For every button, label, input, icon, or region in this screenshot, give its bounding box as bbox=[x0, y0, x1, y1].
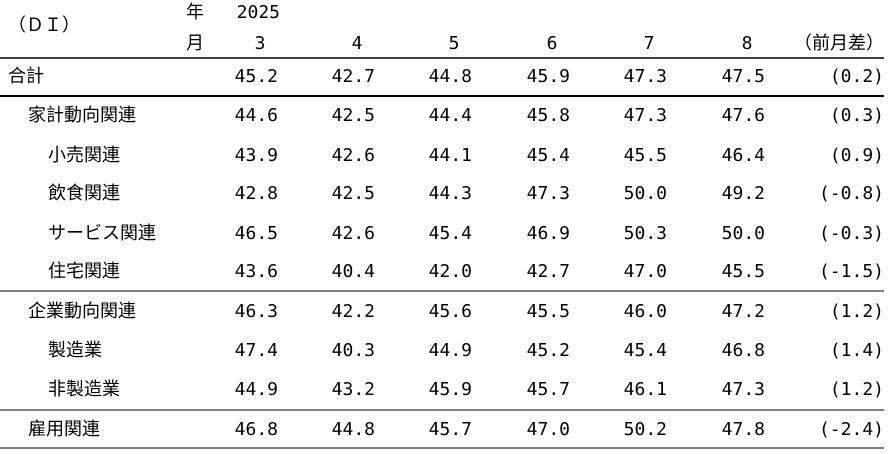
month: 4 bbox=[352, 33, 363, 54]
row-label: 合計 bbox=[8, 66, 44, 87]
row-label: 企業動向関連 bbox=[28, 301, 136, 322]
cell-value: 44.9 bbox=[429, 340, 472, 361]
diff-label: （前月差） bbox=[794, 33, 884, 54]
cell-value: 46.3 bbox=[235, 301, 278, 322]
cell-diff: (-1.5) bbox=[819, 261, 884, 282]
cell-value: 46.4 bbox=[722, 145, 765, 166]
cell-value: 45.9 bbox=[527, 66, 570, 87]
cell-diff: (0.3) bbox=[830, 105, 884, 126]
cell-value: 40.3 bbox=[332, 340, 375, 361]
month: 6 bbox=[547, 33, 558, 54]
row-label: 小売関連 bbox=[48, 145, 120, 166]
cell-value: 47.6 bbox=[722, 105, 765, 126]
cell-value: 40.4 bbox=[332, 261, 375, 282]
cell-value: 47.3 bbox=[722, 379, 765, 400]
cell-value: 44.6 bbox=[235, 105, 278, 126]
cell-diff: (1.2) bbox=[830, 301, 884, 322]
cell-value: 42.5 bbox=[332, 183, 375, 204]
cell-value: 45.2 bbox=[235, 66, 278, 87]
month-label: 月 bbox=[186, 33, 204, 54]
cell-value: 45.7 bbox=[429, 419, 472, 440]
cell-value: 49.2 bbox=[722, 183, 765, 204]
row-label: 非製造業 bbox=[48, 379, 120, 400]
cell-value: 45.5 bbox=[624, 145, 667, 166]
month: 5 bbox=[449, 33, 460, 54]
cell-value: 42.7 bbox=[332, 66, 375, 87]
cell-value: 50.2 bbox=[624, 419, 667, 440]
cell-value: 50.0 bbox=[722, 223, 765, 244]
cell-value: 45.5 bbox=[722, 261, 765, 282]
unit-label: （ＤＩ） bbox=[8, 15, 80, 36]
cell-diff: (-2.4) bbox=[819, 419, 884, 440]
cell-value: 46.5 bbox=[235, 223, 278, 244]
cell-diff: (0.2) bbox=[830, 66, 884, 87]
month: 3 bbox=[255, 33, 266, 54]
cell-value: 44.8 bbox=[332, 419, 375, 440]
cell-value: 44.1 bbox=[429, 145, 472, 166]
cell-diff: (0.9) bbox=[830, 145, 884, 166]
cell-value: 46.0 bbox=[624, 301, 667, 322]
row-label: 雇用関連 bbox=[28, 419, 100, 440]
month: 8 bbox=[742, 33, 753, 54]
cell-value: 46.8 bbox=[722, 340, 765, 361]
cell-value: 45.4 bbox=[527, 145, 570, 166]
cell-value: 50.0 bbox=[624, 183, 667, 204]
cell-value: 44.3 bbox=[429, 183, 472, 204]
cell-value: 45.5 bbox=[527, 301, 570, 322]
row-label: 家計動向関連 bbox=[28, 105, 136, 126]
cell-value: 47.2 bbox=[722, 301, 765, 322]
cell-value: 42.0 bbox=[429, 261, 472, 282]
cell-value: 43.6 bbox=[235, 261, 278, 282]
cell-value: 42.5 bbox=[332, 105, 375, 126]
cell-diff: (-0.8) bbox=[819, 183, 884, 204]
cell-value: 42.8 bbox=[235, 183, 278, 204]
cell-value: 47.3 bbox=[527, 183, 570, 204]
cell-value: 45.4 bbox=[624, 340, 667, 361]
cell-value: 47.5 bbox=[722, 66, 765, 87]
row-label: 住宅関連 bbox=[48, 261, 120, 282]
row-label: 製造業 bbox=[48, 340, 102, 361]
cell-value: 50.3 bbox=[624, 223, 667, 244]
cell-value: 42.6 bbox=[332, 145, 375, 166]
cell-value: 45.2 bbox=[527, 340, 570, 361]
cell-value: 47.0 bbox=[527, 419, 570, 440]
cell-value: 43.9 bbox=[235, 145, 278, 166]
cell-value: 44.4 bbox=[429, 105, 472, 126]
cell-value: 44.8 bbox=[429, 66, 472, 87]
cell-value: 45.4 bbox=[429, 223, 472, 244]
cell-value: 45.6 bbox=[429, 301, 472, 322]
cell-value: 42.2 bbox=[332, 301, 375, 322]
cell-value: 43.2 bbox=[332, 379, 375, 400]
cell-diff: (1.2) bbox=[830, 379, 884, 400]
cell-value: 47.4 bbox=[235, 340, 278, 361]
cell-value: 46.9 bbox=[527, 223, 570, 244]
year: 2025 bbox=[237, 2, 280, 23]
cell-value: 44.9 bbox=[235, 379, 278, 400]
cell-value: 46.1 bbox=[624, 379, 667, 400]
cell-value: 42.7 bbox=[527, 261, 570, 282]
cell-value: 47.0 bbox=[624, 261, 667, 282]
row-label: サービス関連 bbox=[48, 223, 156, 244]
cell-value: 46.8 bbox=[235, 419, 278, 440]
cell-value: 47.8 bbox=[722, 419, 765, 440]
cell-value: 45.8 bbox=[527, 105, 570, 126]
cell-diff: (-0.3) bbox=[819, 223, 884, 244]
cell-value: 45.9 bbox=[429, 379, 472, 400]
cell-diff: (1.4) bbox=[830, 340, 884, 361]
cell-value: 45.7 bbox=[527, 379, 570, 400]
month: 7 bbox=[644, 33, 655, 54]
cell-value: 42.6 bbox=[332, 223, 375, 244]
year-label: 年 bbox=[186, 2, 204, 23]
cell-value: 47.3 bbox=[624, 66, 667, 87]
row-label: 飲食関連 bbox=[48, 183, 120, 204]
cell-value: 47.3 bbox=[624, 105, 667, 126]
